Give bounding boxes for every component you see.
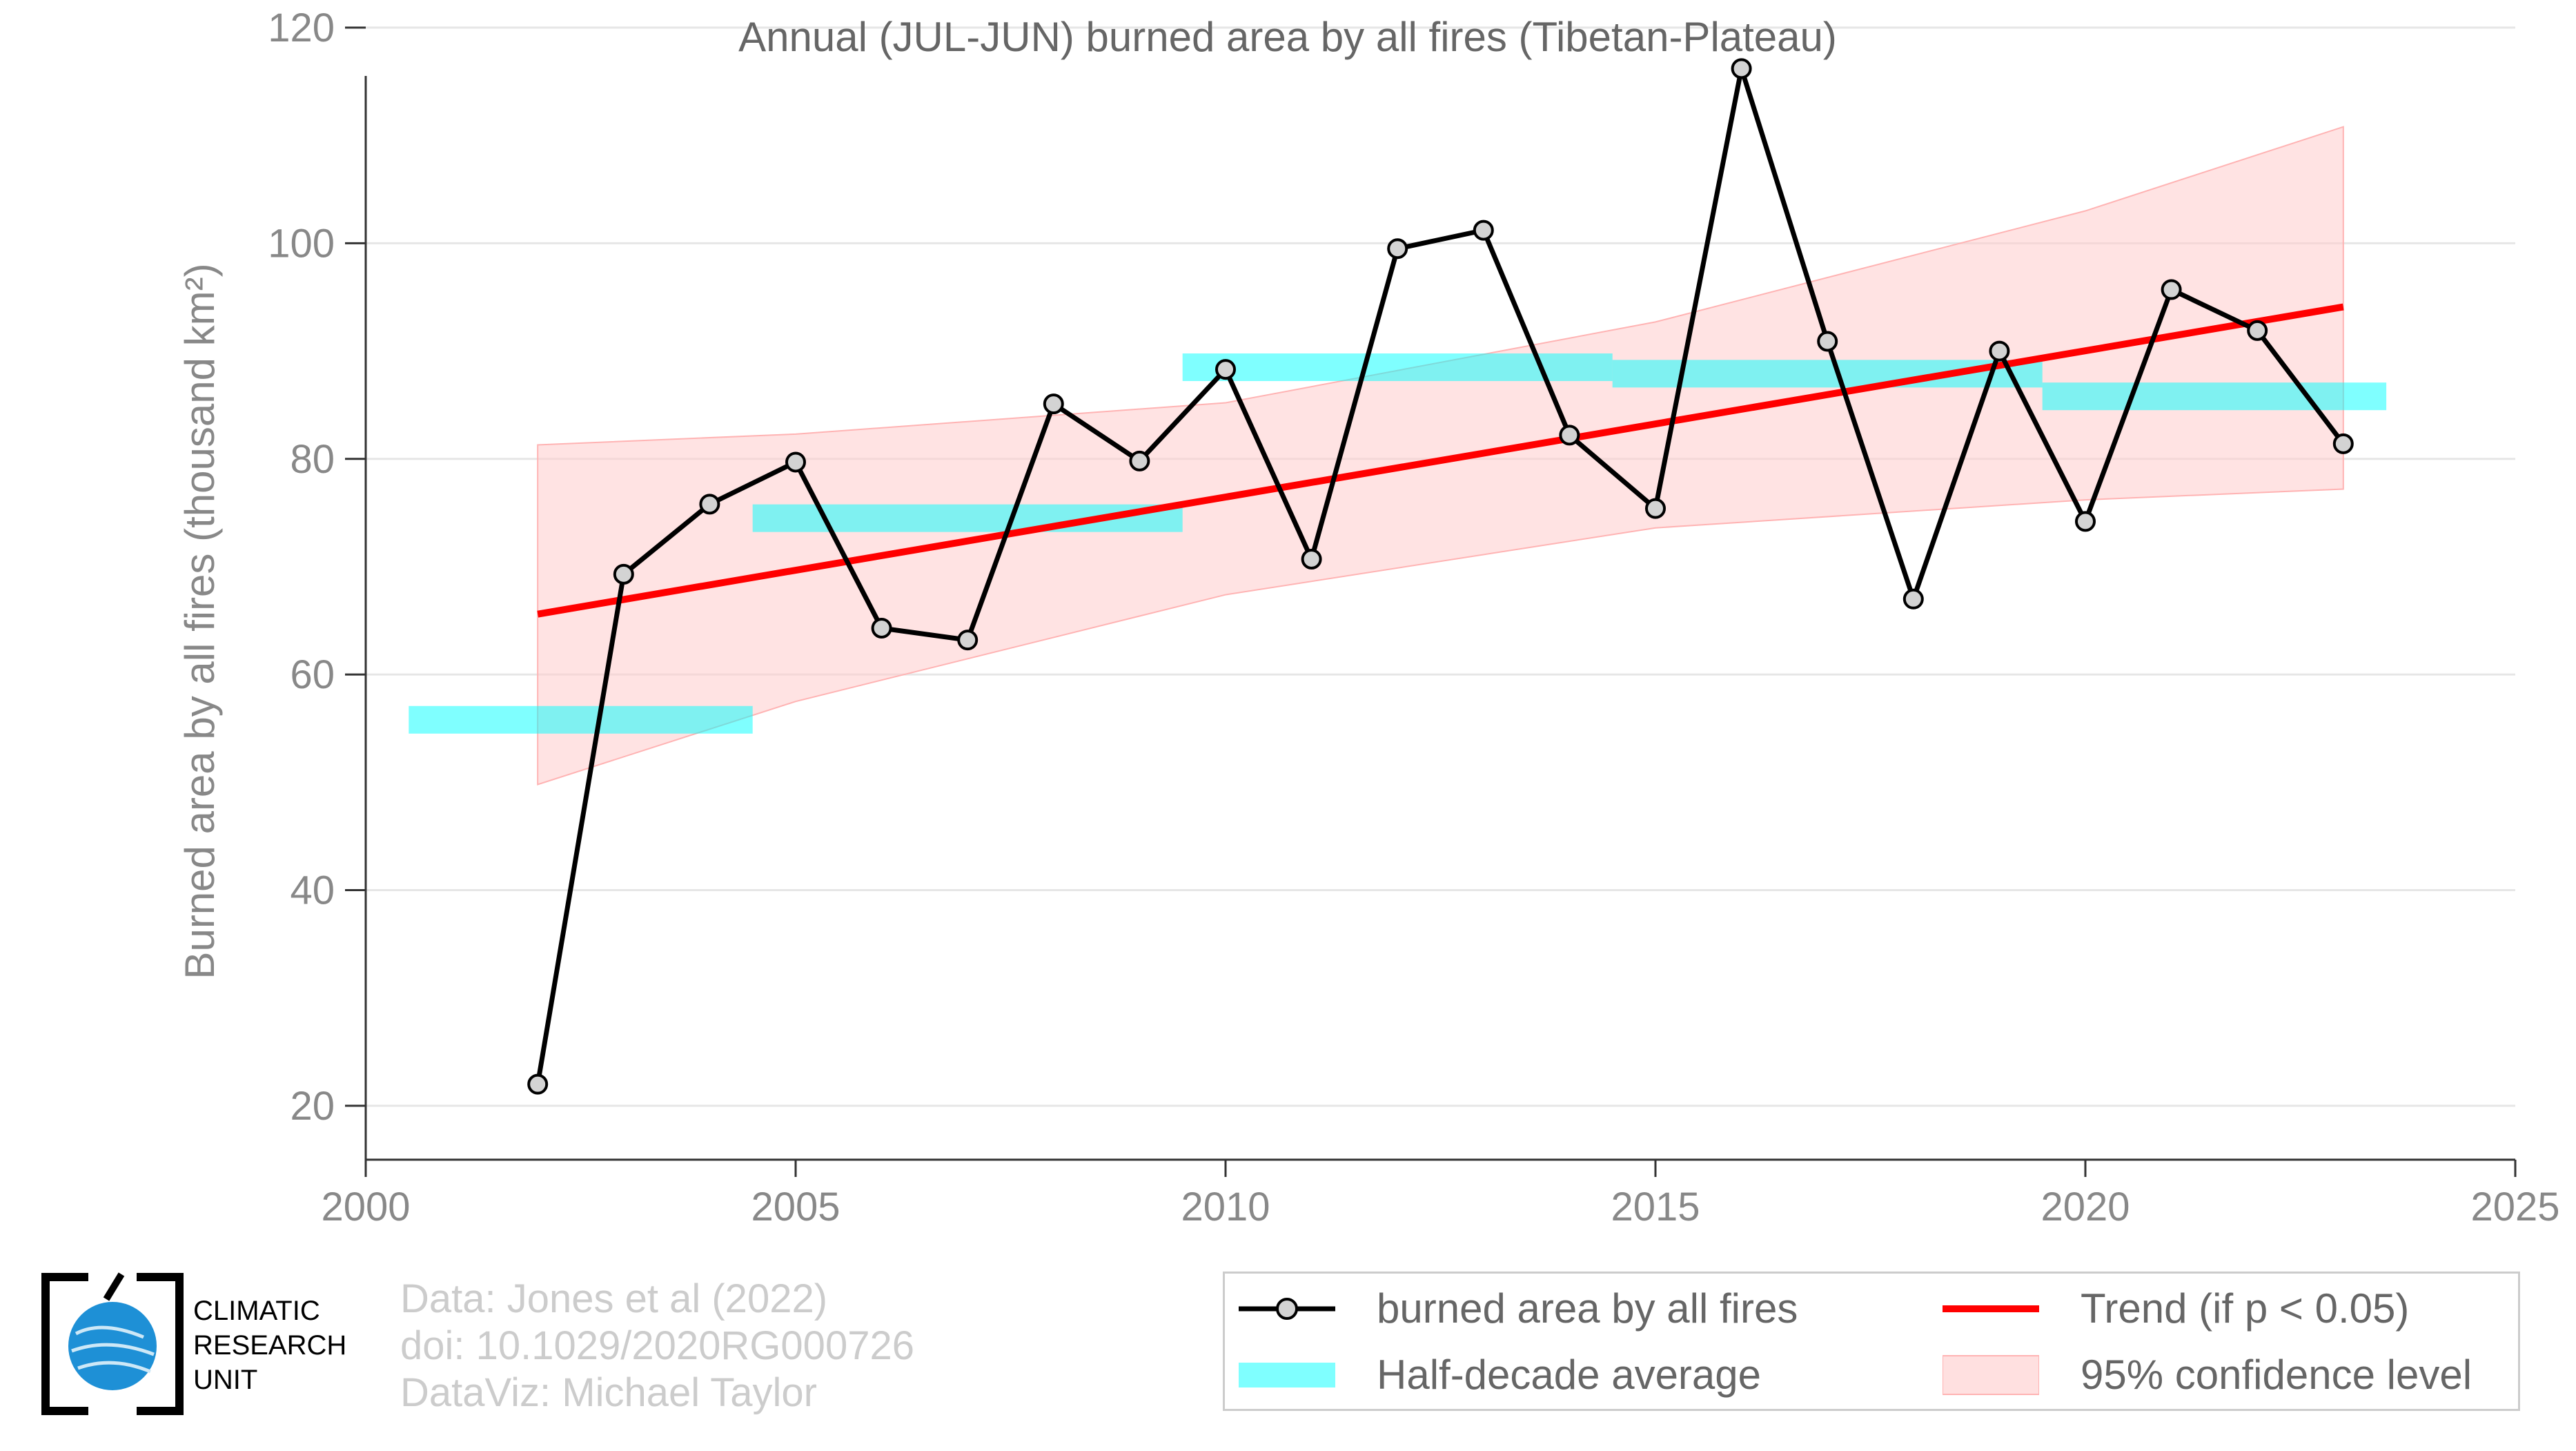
credit-dataviz: DataViz: Michael Taylor — [400, 1370, 817, 1415]
x-tick-label: 2015 — [1611, 1185, 1700, 1229]
credits: Data: Jones et al (2022) doi: 10.1029/20… — [400, 1276, 914, 1416]
series-polyline — [535, 66, 2346, 1085]
x-tick-label: 2025 — [2470, 1185, 2559, 1229]
half-decade-bar — [409, 705, 753, 734]
legend-item-average: Half-decade average — [1239, 1351, 1761, 1399]
chart-title: Annual (JUL-JUN) burned area by all fire… — [738, 14, 1837, 60]
series-line — [535, 66, 2346, 1085]
data-point — [1731, 58, 1752, 79]
data-point — [699, 494, 720, 515]
data-point — [1129, 450, 1150, 471]
data-point — [1559, 425, 1580, 446]
logo-text: CLIMATIC RESEARCH UNIT — [193, 1294, 346, 1397]
data-point — [1902, 588, 1924, 610]
data-point — [613, 563, 634, 585]
y-tick-label: 80 — [290, 437, 335, 482]
logo-line-1: CLIMATIC — [193, 1296, 320, 1326]
axes: 20 40 60 80 100 120 2000 2005 2010 2015 2020 2025 — [268, 6, 2559, 1229]
x-tick-label: 2020 — [2041, 1185, 2130, 1229]
series-points — [527, 58, 2354, 1095]
legend-trend-label: Trend (if p < 0.05) — [2081, 1285, 2410, 1332]
cru-logo — [40, 1272, 185, 1416]
legend-item-series: burned area by all fires — [1239, 1285, 1798, 1332]
y-tick-label: 20 — [290, 1084, 335, 1129]
legend-average-label: Half-decade average — [1377, 1352, 1762, 1398]
data-point — [527, 1073, 549, 1095]
data-point — [1387, 238, 1408, 260]
legend: burned area by all fires Trend (if p < 0… — [1223, 1272, 2520, 1411]
legend-average-swatch — [1239, 1362, 1335, 1387]
data-point — [1473, 220, 1494, 241]
data-point — [1215, 359, 1236, 380]
legend-trend-swatch — [1943, 1305, 2039, 1312]
x-tick-label: 2010 — [1181, 1185, 1270, 1229]
legend-item-confidence: 95% confidence level — [1943, 1351, 2472, 1399]
chart: 20 40 60 80 100 120 2000 2005 2010 2015 2020 2025 A… — [177, 6, 2560, 1229]
y-tick-label: 40 — [290, 868, 335, 913]
y-tick-label: 120 — [268, 6, 335, 50]
data-point — [2161, 279, 2182, 300]
data-point — [785, 451, 806, 473]
trend-line — [537, 303, 2344, 618]
half-decade-bar — [1182, 353, 1613, 381]
half-decade-bar — [1612, 360, 2043, 388]
data-point — [957, 630, 979, 651]
data-point — [2075, 511, 2096, 532]
half-decade-bar — [2042, 382, 2387, 411]
logo-line-2: RESEARCH — [193, 1330, 347, 1361]
y-axis-label: Burned area by all fires (thousand km²) — [177, 263, 223, 979]
data-point — [871, 617, 892, 639]
globe-icon — [41, 1272, 184, 1415]
y-tick-label: 60 — [290, 652, 335, 697]
legend-series-label: burned area by all fires — [1377, 1285, 1798, 1332]
data-point — [1645, 498, 1666, 519]
y-tick-label: 100 — [268, 221, 335, 266]
credit-doi: doi: 10.1029/2020RG000726 — [400, 1323, 914, 1368]
data-point — [2332, 433, 2354, 454]
data-point — [2247, 320, 2268, 341]
credit-data: Data: Jones et al (2022) — [400, 1276, 828, 1321]
legend-confidence-label: 95% confidence level — [2081, 1352, 2472, 1398]
legend-item-trend: Trend (if p < 0.05) — [1943, 1285, 2409, 1332]
confidence-band-area — [537, 126, 2344, 786]
confidence-band — [537, 126, 2344, 786]
legend-confidence-swatch — [1943, 1354, 2039, 1395]
data-point — [1301, 549, 1322, 570]
data-point — [1817, 331, 1838, 352]
data-point — [1989, 340, 2010, 362]
trend-line-path — [537, 303, 2344, 618]
data-point — [1043, 393, 1064, 415]
x-tick-label: 2005 — [751, 1185, 840, 1229]
x-tick-label: 2000 — [321, 1185, 410, 1229]
logo-line-3: UNIT — [193, 1365, 258, 1395]
legend-series-swatch — [1239, 1297, 1335, 1320]
